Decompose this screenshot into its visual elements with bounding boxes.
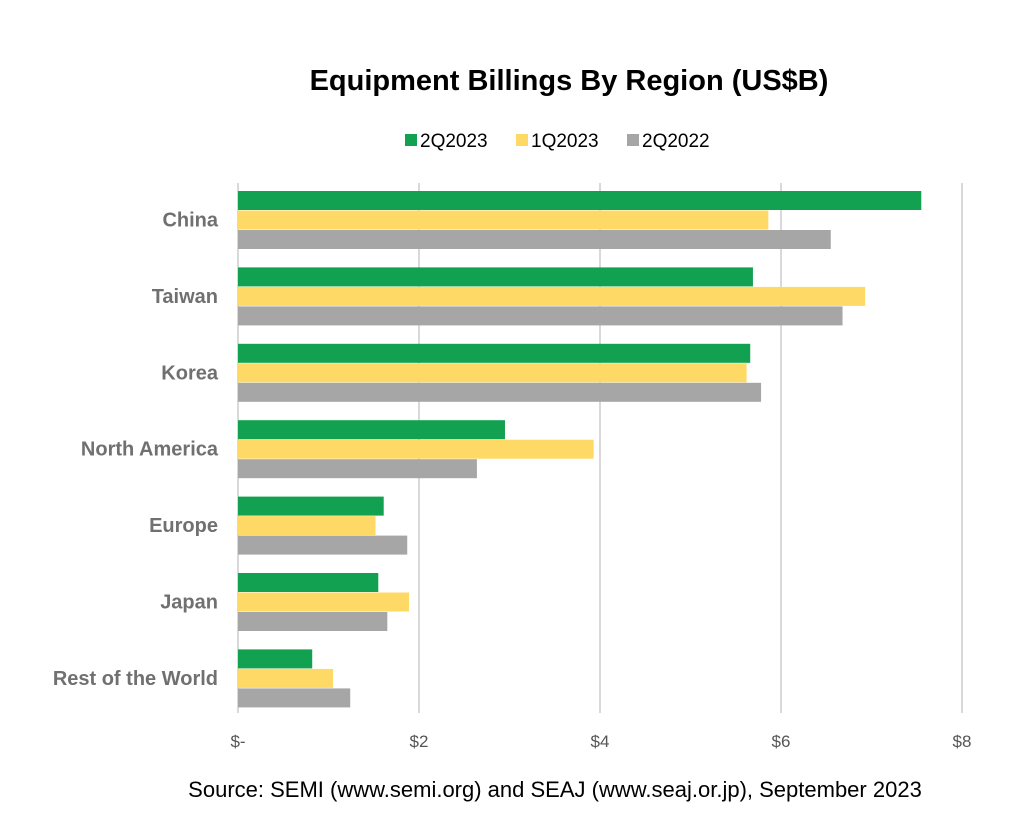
x-tick-label: $8	[953, 732, 972, 751]
legend-swatch-2q2022	[627, 134, 639, 146]
bar-2q2022-rest-of-the-world	[238, 688, 351, 708]
category-label: Europe	[149, 515, 218, 537]
bar-1q2023-taiwan	[238, 286, 866, 306]
category-label: Taiwan	[152, 286, 218, 308]
bar-2q2023-europe	[238, 496, 384, 516]
bar-2q2022-korea	[238, 382, 762, 402]
x-tick-label: $2	[410, 732, 429, 751]
legend-swatch-1q2023	[516, 134, 528, 146]
legend-label-2q2023: 2Q2023	[420, 131, 488, 152]
bar-2q2023-north-america	[238, 420, 505, 440]
bar-2q2022-taiwan	[238, 306, 843, 326]
bar-1q2023-europe	[238, 516, 376, 536]
x-tick-labels: $- $2 $4 $6 $8	[230, 732, 971, 751]
legend-swatch-2q2023	[405, 134, 417, 146]
category-label: Rest of the World	[53, 668, 218, 690]
legend-label-2q2022: 2Q2022	[642, 131, 710, 152]
chart-title: Equipment Billings By Region (US$B)	[310, 65, 829, 97]
bar-2q2023-rest-of-the-world	[238, 649, 313, 669]
category-labels: China Taiwan Korea North America Europe Japan…	[53, 210, 219, 690]
bar-2q2022-china	[238, 230, 831, 249]
x-tick-label: $-	[230, 732, 245, 751]
bars	[238, 191, 922, 708]
legend: 2Q2023 1Q2023 2Q2022	[405, 131, 710, 152]
bar-2q2023-japan	[238, 573, 379, 592]
bar-1q2023-japan	[238, 592, 410, 612]
bar-1q2023-rest-of-the-world	[238, 668, 334, 688]
category-label: China	[162, 210, 218, 232]
source-note: Source: SEMI (www.semi.org) and SEAJ (ww…	[188, 777, 922, 802]
bar-1q2023-china	[238, 210, 769, 230]
category-label: Japan	[160, 592, 218, 614]
legend-label-1q2023: 1Q2023	[531, 131, 599, 152]
x-tick-label: $6	[772, 732, 791, 751]
bar-1q2023-korea	[238, 363, 747, 383]
category-label: North America	[81, 439, 219, 461]
bar-2q2023-taiwan	[238, 267, 753, 287]
bar-1q2023-north-america	[238, 439, 594, 459]
bar-2q2022-europe	[238, 535, 408, 555]
bar-2q2023-korea	[238, 343, 751, 363]
x-tick-label: $4	[591, 732, 610, 751]
category-label: Korea	[161, 362, 219, 384]
bar-2q2023-china	[238, 191, 922, 210]
bar-2q2022-north-america	[238, 459, 477, 479]
bar-2q2022-japan	[238, 612, 388, 631]
